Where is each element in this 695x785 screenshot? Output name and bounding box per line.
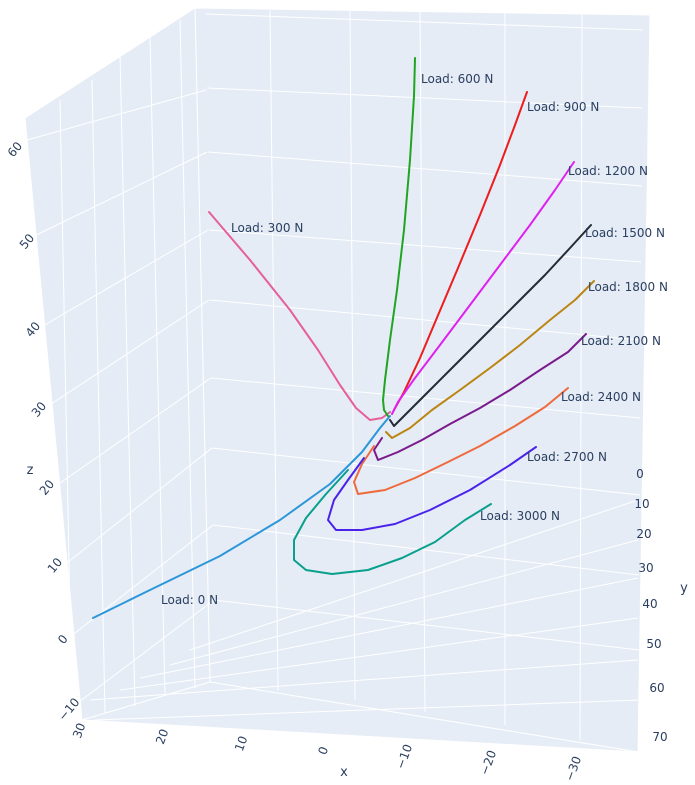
series-label-2: Load: 600 N (421, 72, 493, 86)
series-line-7 (373, 333, 587, 461)
y-tick-label: 60 (649, 681, 664, 695)
y-tick-label: 40 (642, 597, 657, 611)
series-label-5: Load: 1500 N (585, 226, 665, 240)
z-tick-label: 30 (29, 399, 50, 420)
z-tick-label: 0 (55, 632, 71, 647)
y-tick-label: 10 (634, 497, 649, 511)
z-tick-label: −10 (55, 695, 82, 723)
x-tick-label: −30 (562, 754, 584, 783)
y-axis-title: y (680, 581, 688, 596)
series-line-0 (92, 415, 391, 619)
y-tick-label: 0 (636, 467, 644, 481)
x-tick-label: 30 (70, 721, 88, 740)
series-label-10: Load: 3000 N (480, 509, 560, 523)
series-labels: Load: 0 N Load: 300 N Load: 600 N Load: 900… (161, 72, 668, 607)
series-line-5 (389, 224, 592, 427)
series-line-8 (353, 387, 569, 495)
y-tick-label: 20 (636, 527, 651, 541)
z-tick-label: 10 (45, 555, 66, 576)
series-line-3 (393, 91, 528, 411)
z-tick-label: 50 (17, 231, 38, 252)
z-tick-label: 40 (23, 319, 44, 340)
x-tick-label: −20 (477, 748, 499, 777)
grid-lines (26, 9, 644, 741)
y-tick-label: 50 (646, 637, 661, 651)
series-line-4 (391, 161, 575, 415)
series-line-1 (208, 211, 391, 421)
series-label-8: Load: 2400 N (561, 390, 641, 404)
series-label-4: Load: 1200 N (568, 164, 648, 178)
x-axis-title: x (340, 765, 348, 780)
series-line-9 (327, 446, 537, 531)
series-line-2 (382, 57, 416, 417)
x-tick-label: 20 (153, 727, 171, 746)
series-label-3: Load: 900 N (527, 100, 599, 114)
x-tick-label: 0 (315, 745, 331, 757)
series-line-6 (385, 280, 595, 439)
series-layer (92, 57, 595, 619)
z-axis-title: z (27, 463, 34, 478)
y-tick-label: 70 (652, 730, 667, 744)
z-tick-label: 60 (5, 139, 26, 160)
series-label-0: Load: 0 N (161, 593, 218, 607)
series-label-9: Load: 2700 N (527, 450, 607, 464)
x-tick-label: −10 (393, 742, 415, 771)
series-label-1: Load: 300 N (231, 221, 303, 235)
y-tick-label: 30 (638, 561, 653, 575)
series-label-6: Load: 1800 N (588, 280, 668, 294)
z-tick-label: 20 (37, 477, 58, 498)
x-tick-label: 10 (232, 734, 250, 753)
series-line-10 (293, 469, 492, 575)
series-label-7: Load: 2100 N (581, 334, 661, 348)
